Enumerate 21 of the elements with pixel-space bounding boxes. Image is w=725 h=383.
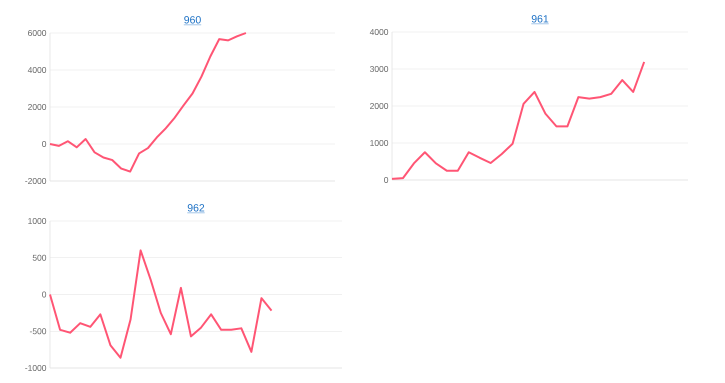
y-tick-label: 4000	[370, 29, 388, 35]
y-tick-label: 2000	[28, 104, 46, 110]
y-tick-label: 0	[384, 177, 388, 183]
y-tick-label: 500	[32, 254, 46, 261]
y-tick-label: -2000	[25, 178, 46, 184]
y-tick-label: 2000	[370, 103, 388, 109]
line-series	[49, 32, 247, 173]
y-tick-label: 4000	[28, 67, 46, 73]
y-tick-label: 1000	[28, 218, 46, 224]
chart-title: 961	[532, 15, 548, 23]
y-tick-label: 6000	[28, 30, 46, 36]
chart-title: 962	[188, 204, 204, 212]
y-tick-label: 3000	[370, 66, 388, 72]
y-tick-label: 1000	[370, 140, 388, 146]
line-series	[49, 249, 273, 359]
y-tick-label: -500	[30, 328, 46, 334]
chart-title: 960	[184, 16, 201, 24]
y-tick-label: 0	[42, 292, 46, 298]
line-series	[391, 60, 646, 180]
y-tick-label: -1000	[25, 365, 46, 371]
y-tick-label: 0	[42, 141, 46, 147]
